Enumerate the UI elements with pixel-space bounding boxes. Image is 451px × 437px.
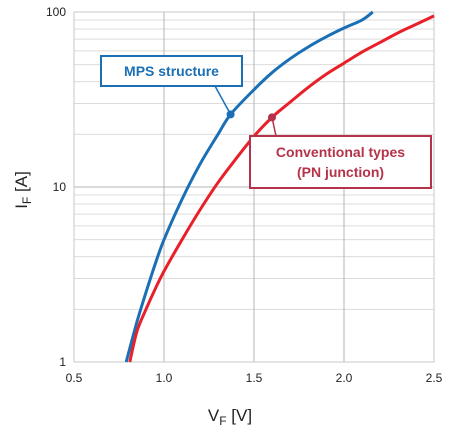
annotations: MPS structure Conventional types (PN junct… (100, 55, 432, 189)
plot-frame (73, 11, 435, 363)
y-axis-ticks: 1 10 100 (46, 5, 66, 369)
y-tick-label: 1 (59, 355, 66, 369)
x-axis-ticks: 0.5 1.0 1.5 2.0 2.5 (66, 371, 443, 385)
x-tick-label: 1.5 (246, 371, 263, 385)
annotation-box (100, 55, 243, 87)
x-tick-label: 1.0 (156, 371, 173, 385)
annotation-label: MPS structure (124, 63, 219, 79)
x-tick-label: 2.0 (336, 371, 353, 385)
y-axis-label: IF [A] (12, 171, 34, 209)
x-axis-label: VF [V] (208, 406, 252, 428)
annotation-marker (268, 113, 276, 122)
annotation-label: Conventional types (276, 144, 405, 160)
annotation-leader-line (214, 85, 232, 115)
y-tick-label: 10 (53, 180, 67, 194)
annotation-label: (PN junction) (297, 164, 384, 180)
x-tick-label: 2.5 (426, 371, 443, 385)
annotation-box (249, 135, 432, 189)
x-tick-label: 0.5 (66, 371, 83, 385)
conventional-pn-curve (128, 14, 435, 363)
y-tick-label: 100 (46, 5, 66, 19)
annotation-marker (226, 110, 235, 119)
